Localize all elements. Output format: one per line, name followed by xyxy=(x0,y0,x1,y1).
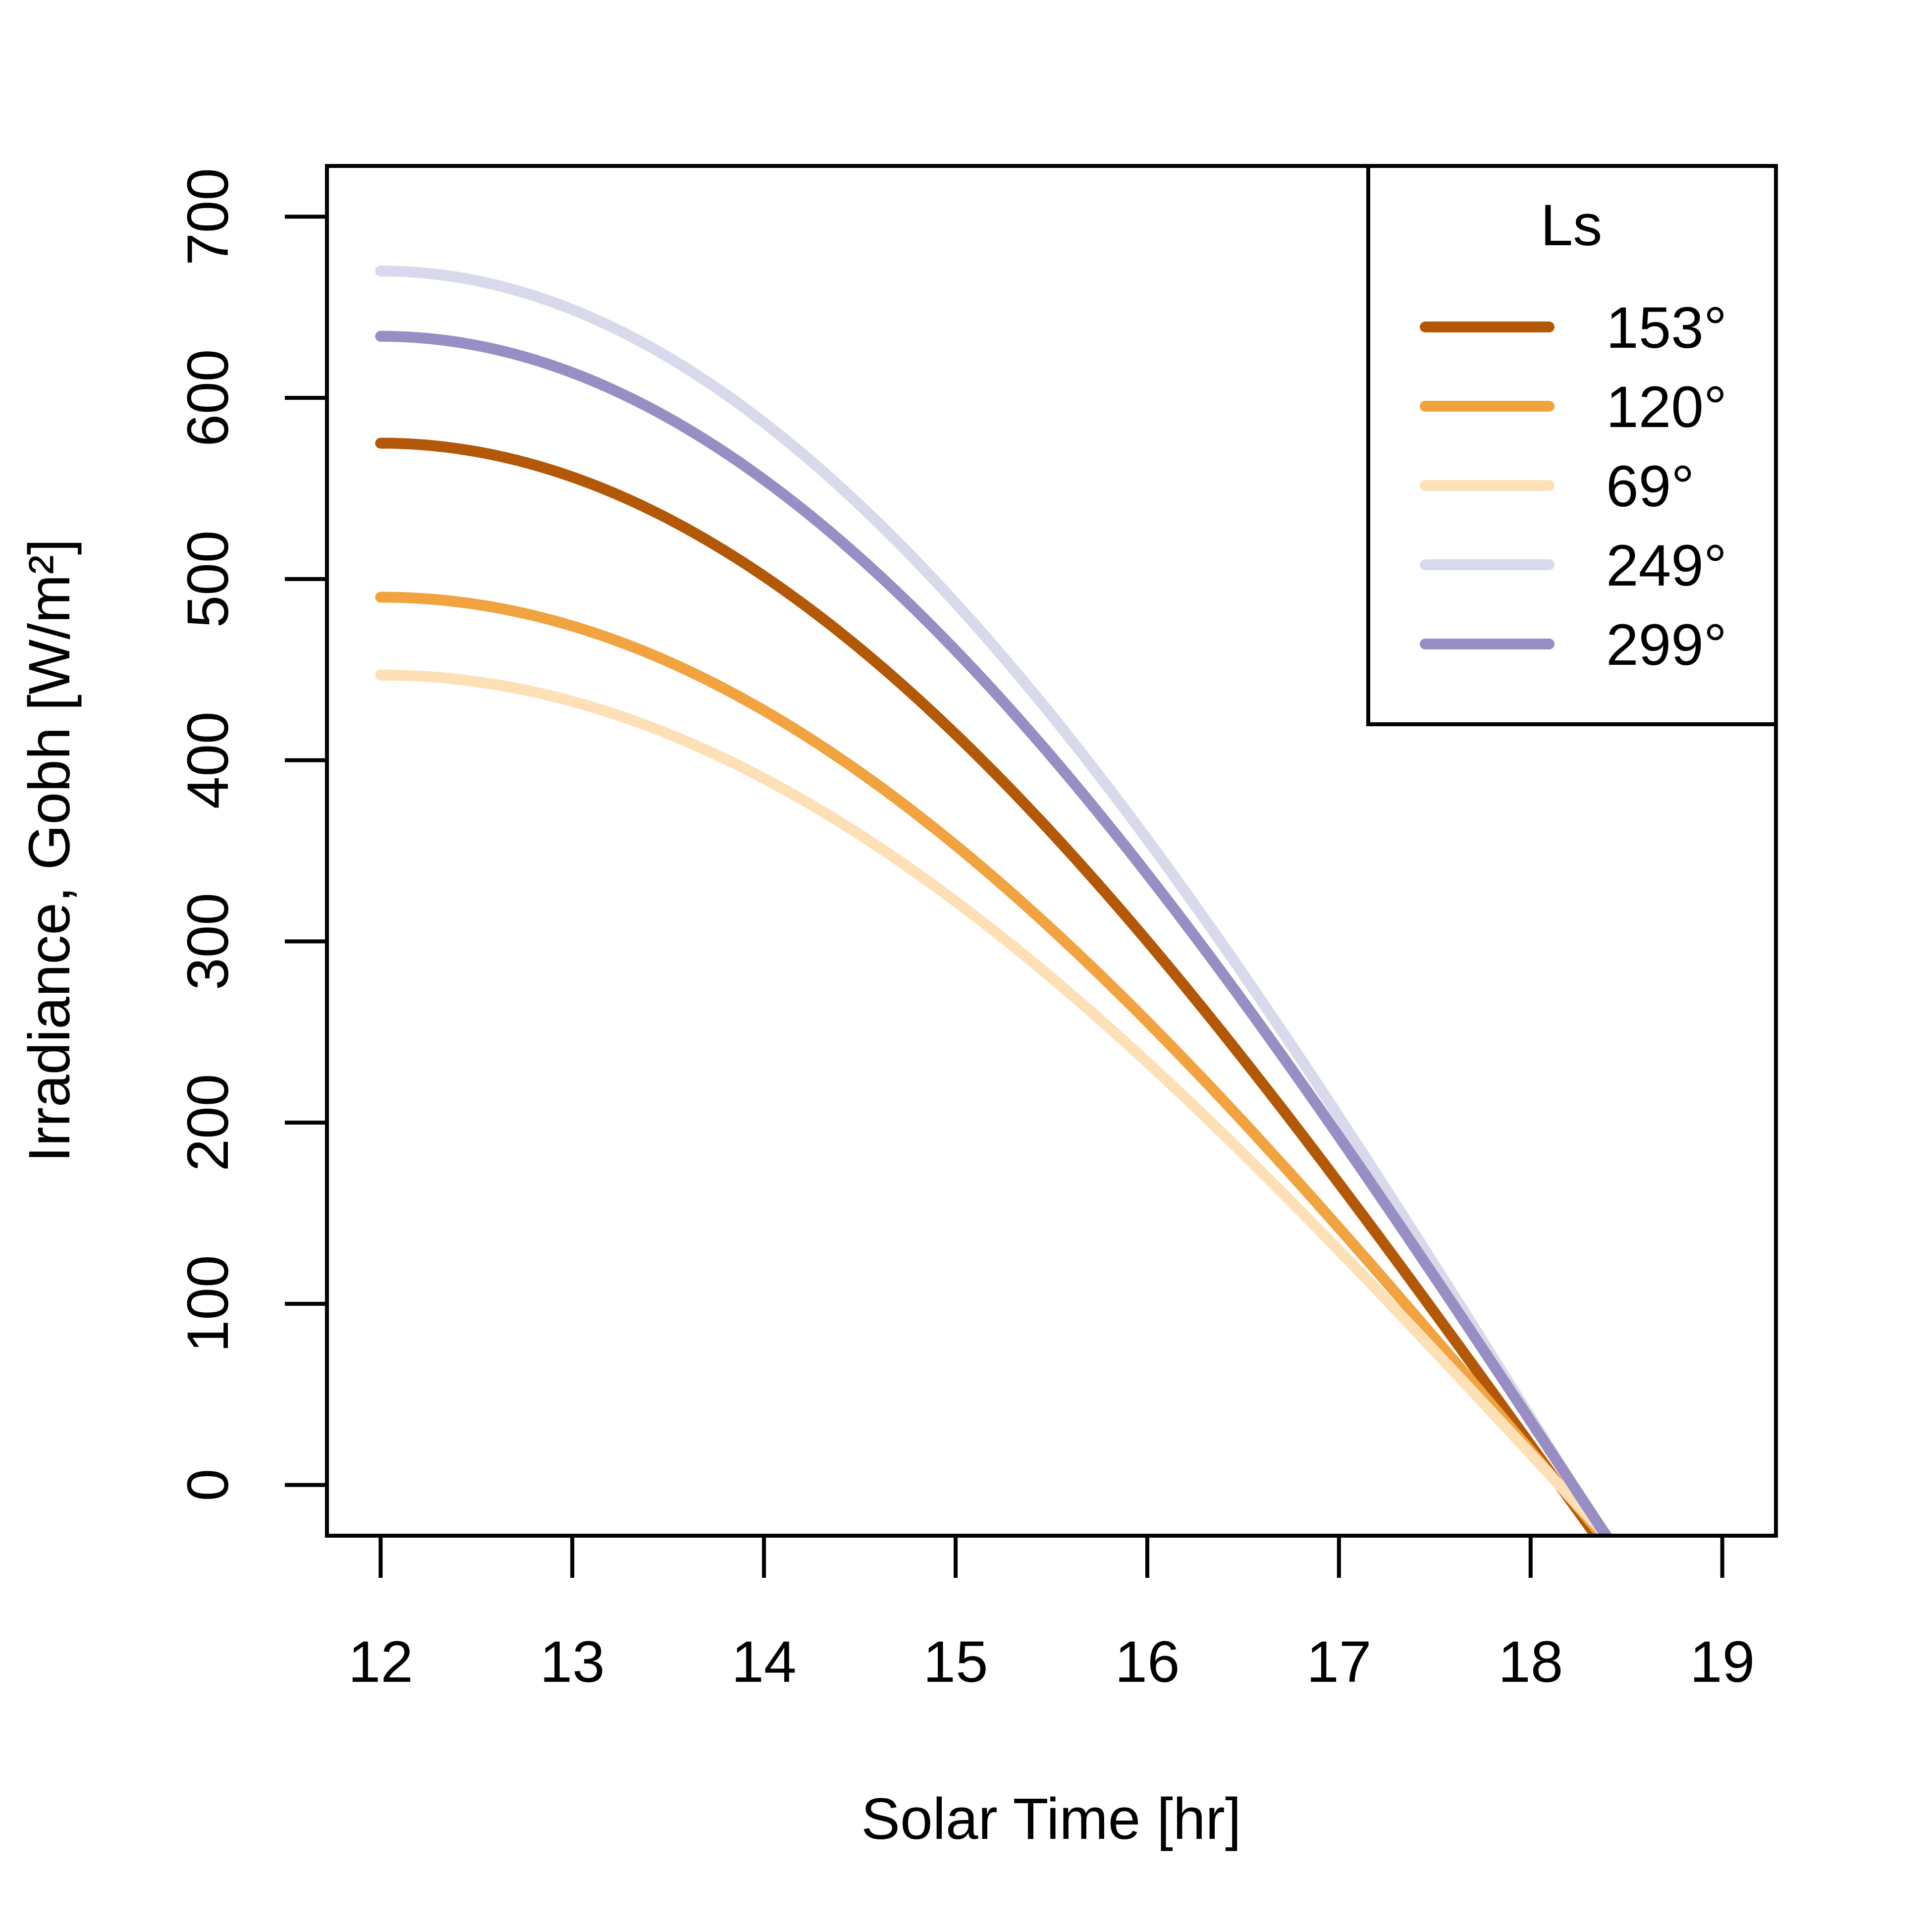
x-tick-label: 14 xyxy=(732,1629,797,1695)
legend-label: 120° xyxy=(1606,375,1727,440)
legend-title: Ls xyxy=(1541,193,1603,258)
legend-label: 299° xyxy=(1606,612,1727,678)
legend-label: 69° xyxy=(1606,454,1694,519)
x-tick-label: 18 xyxy=(1498,1629,1563,1695)
y-tick-label: 200 xyxy=(175,1074,241,1172)
legend: Ls 153° 120° 69° 249° 299° xyxy=(1366,164,1778,726)
y-tick-label: 100 xyxy=(175,1255,241,1352)
y-tick-label: 700 xyxy=(175,168,241,266)
legend-label: 249° xyxy=(1606,533,1727,598)
x-axis: 12 13 14 15 16 17 18 19 xyxy=(348,1534,1755,1695)
series-line xyxy=(375,266,1611,1536)
x-tick-label: 15 xyxy=(923,1629,988,1695)
y-tick-label: 300 xyxy=(175,893,241,990)
x-tick-label: 17 xyxy=(1306,1629,1371,1695)
series-line xyxy=(375,437,1603,1536)
series-line xyxy=(375,669,1614,1536)
y-tick-label: 400 xyxy=(175,711,241,809)
x-axis-title: Solar Time [hr] xyxy=(861,1786,1241,1852)
x-tick-label: 16 xyxy=(1115,1629,1180,1695)
series-line xyxy=(375,330,1613,1536)
x-tick-label: 12 xyxy=(348,1629,413,1695)
series-layer xyxy=(375,266,1614,1536)
x-tick-label: 19 xyxy=(1690,1629,1755,1695)
legend-box xyxy=(1366,164,1778,726)
legend-label: 153° xyxy=(1606,295,1727,361)
y-tick-label: 500 xyxy=(175,530,241,628)
y-axis: 0 100 200 300 400 500 600 700 xyxy=(175,168,329,1502)
x-tick-label: 13 xyxy=(540,1629,605,1695)
y-tick-label: 0 xyxy=(175,1469,241,1502)
y-axis-title: Irradiance, Gobh [W/m²] xyxy=(17,538,82,1162)
y-tick-label: 600 xyxy=(175,349,241,447)
series-line xyxy=(375,591,1610,1536)
